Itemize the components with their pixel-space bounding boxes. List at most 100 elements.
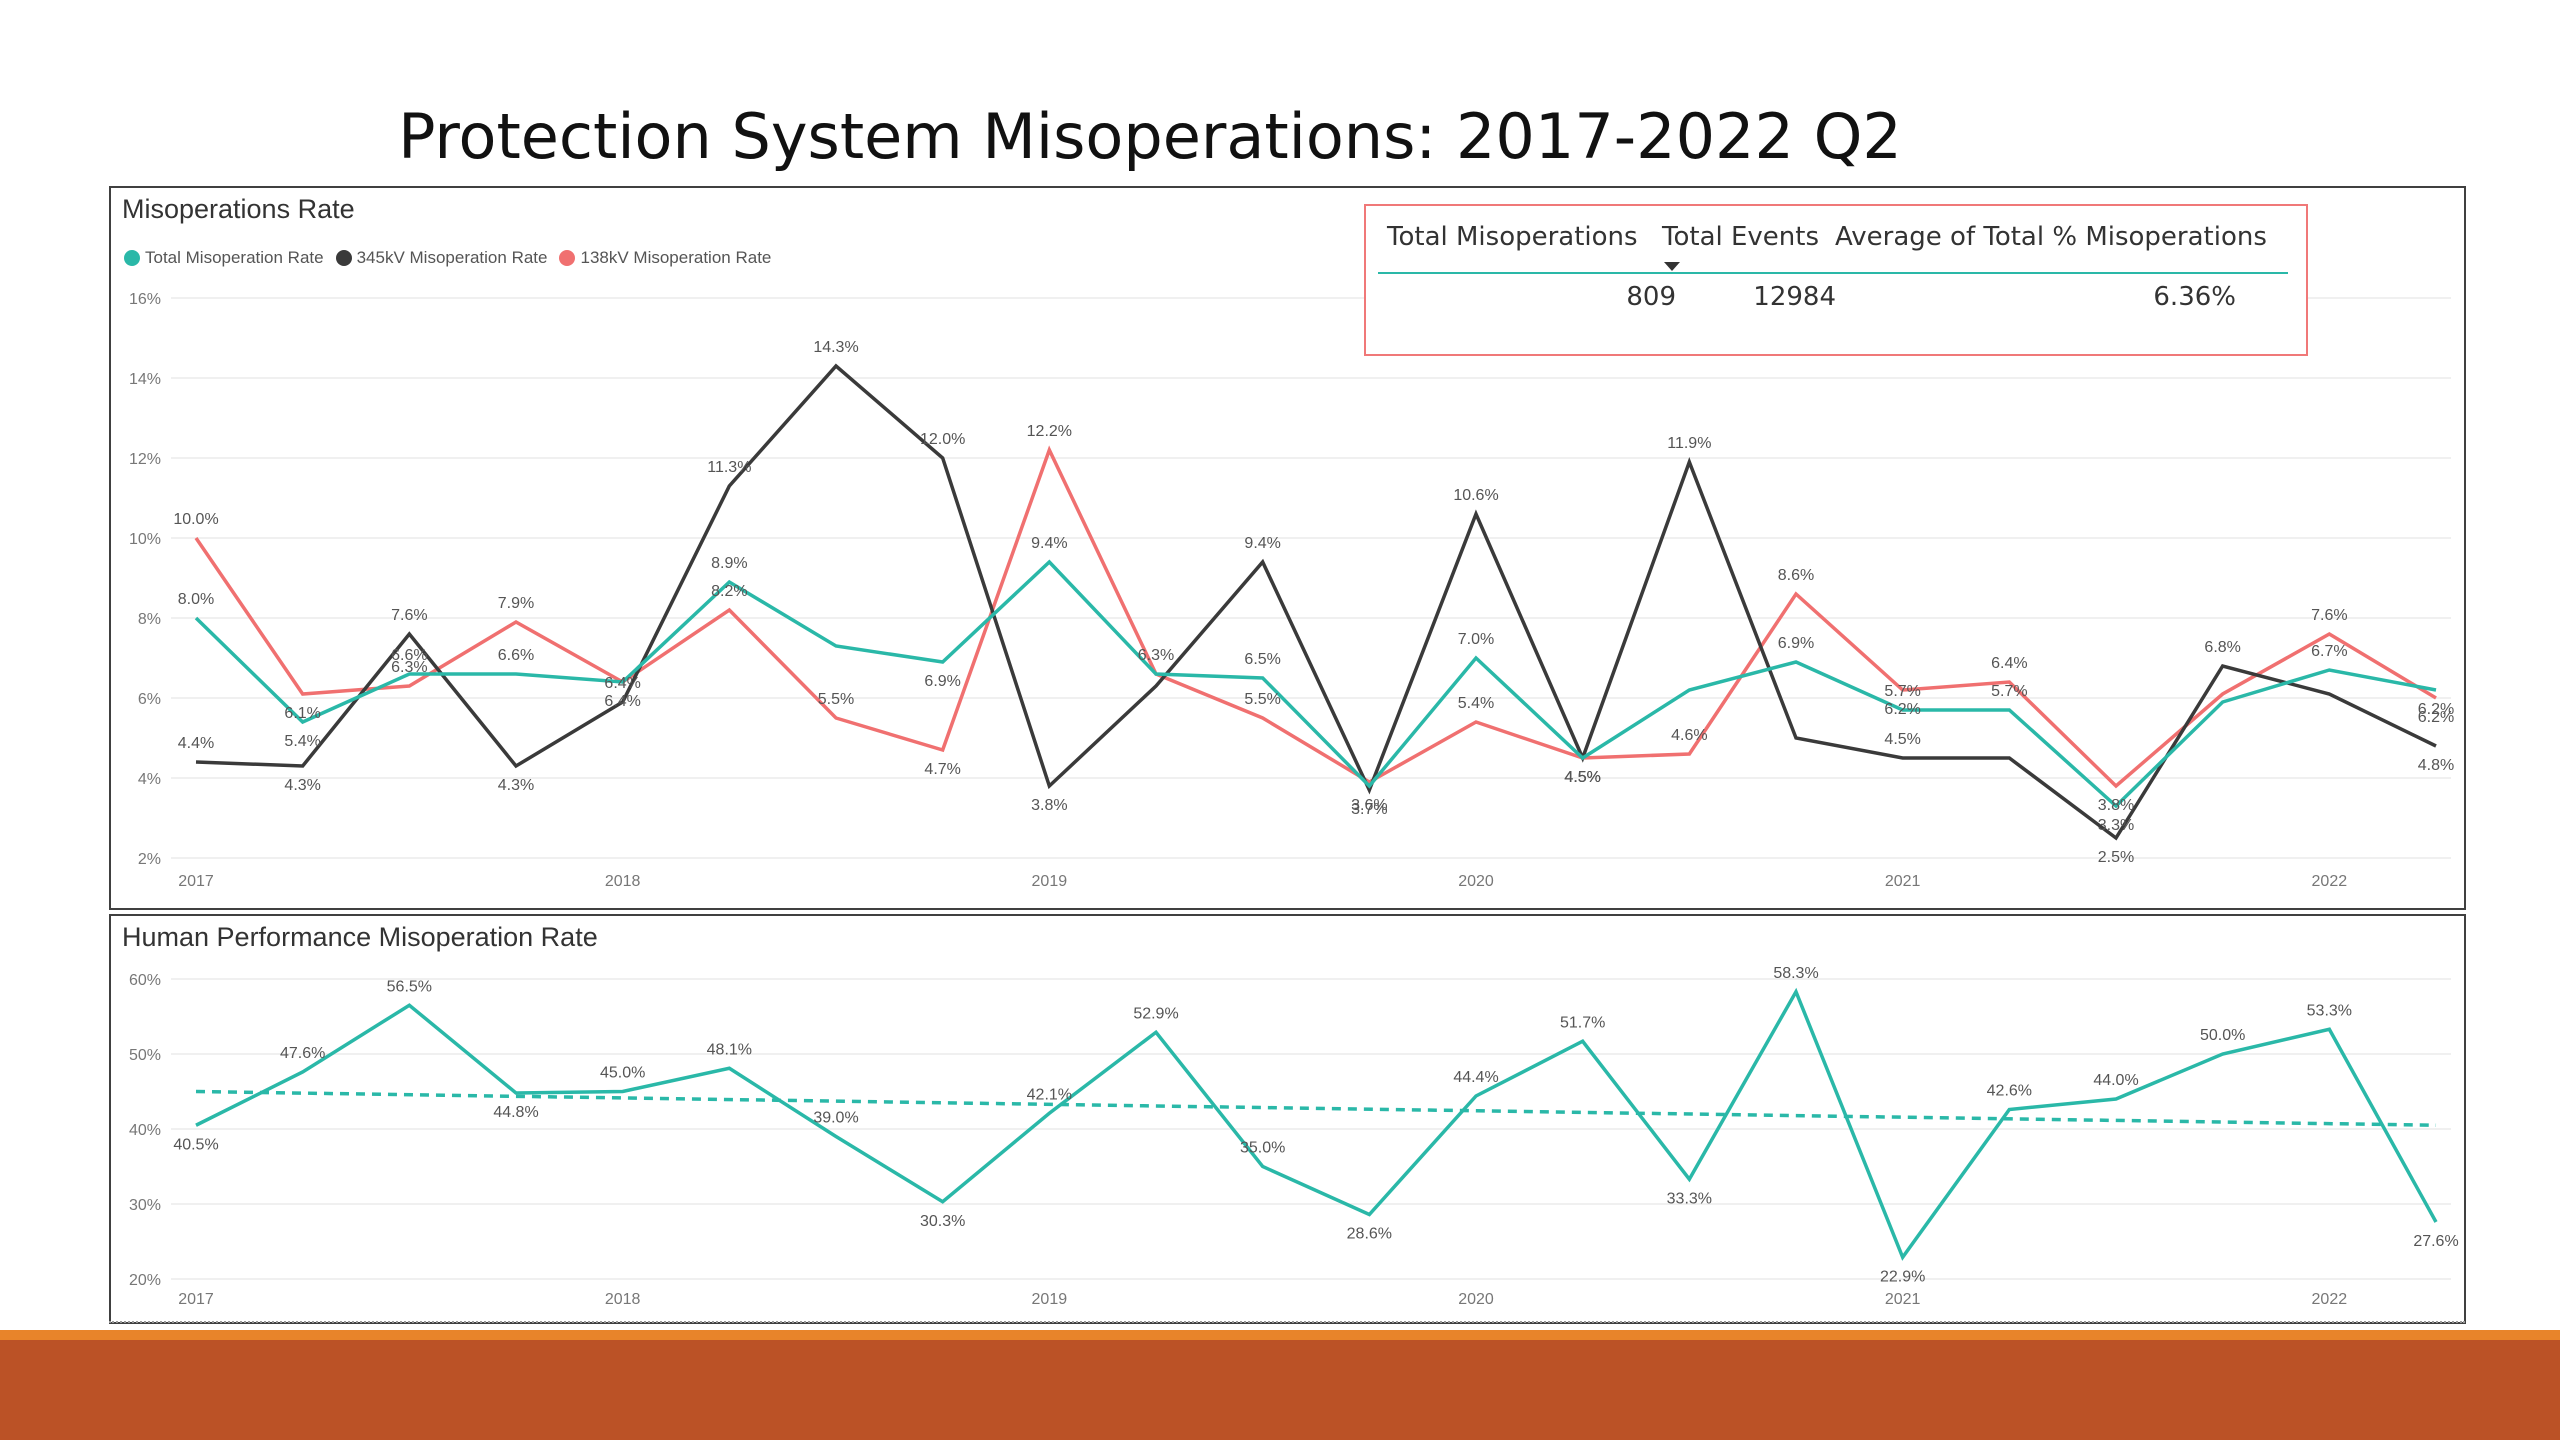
legend-label: Total Misoperation Rate: [145, 248, 324, 267]
legend-item-138kv[interactable]: 138kV Misoperation Rate: [559, 248, 771, 268]
data-label: 6.2%: [2418, 709, 2454, 726]
y-tick-label: 40%: [129, 1122, 161, 1139]
data-label: 5.7%: [1884, 683, 1920, 700]
data-label: 7.0%: [1458, 631, 1494, 648]
footer-band: [0, 1340, 2560, 1440]
data-label: 4.5%: [1564, 769, 1600, 786]
y-tick-label: 10%: [129, 531, 161, 548]
data-label: 10.0%: [173, 511, 218, 528]
x-tick-label: 2020: [1458, 1291, 1494, 1308]
legend-label: 138kV Misoperation Rate: [580, 248, 772, 267]
data-label: 8.0%: [178, 591, 214, 608]
data-label: 50.0%: [2200, 1027, 2245, 1044]
y-tick-label: 60%: [129, 972, 161, 989]
data-label: 7.6%: [2311, 607, 2347, 624]
data-label: 44.8%: [493, 1104, 538, 1121]
data-label: 42.6%: [1987, 1083, 2032, 1100]
data-label: 12.0%: [920, 431, 965, 448]
data-label: 35.0%: [1240, 1140, 1285, 1157]
data-label: 5.7%: [1991, 683, 2027, 700]
data-label: 22.9%: [1880, 1268, 1925, 1285]
data-label: 30.3%: [920, 1213, 965, 1230]
y-tick-label: 16%: [129, 291, 161, 308]
trendline: [195, 1089, 2437, 1127]
data-label: 39.0%: [813, 1110, 858, 1127]
data-label: 6.9%: [924, 673, 960, 690]
kpi-header-total-misoperations[interactable]: Total Misoperations: [1387, 222, 1638, 252]
legend-dot-icon: [559, 250, 576, 266]
y-tick-label: 8%: [138, 611, 161, 628]
kpi-value-average: 6.36%: [2153, 282, 2236, 312]
data-label: 14.3%: [813, 339, 858, 356]
data-label: 6.9%: [1778, 635, 1814, 652]
x-tick-label: 2021: [1885, 873, 1921, 890]
footer-accent: [0, 1330, 2560, 1340]
data-label: 3.7%: [1351, 801, 1387, 818]
data-label: 6.5%: [1244, 651, 1280, 668]
data-label: 40.5%: [173, 1136, 218, 1153]
kpi-value-total-events: 12984: [1753, 282, 1836, 312]
data-label: 42.1%: [1027, 1086, 1072, 1103]
data-label: 3.3%: [2098, 817, 2134, 834]
data-label: 11.9%: [1667, 435, 1711, 452]
y-tick-label: 20%: [129, 1272, 161, 1289]
human-performance-panel: Human Performance Misoperation Rate 20% 3…: [109, 914, 2466, 1324]
data-label: 6.3%: [1138, 647, 1174, 664]
data-label: 6.4%: [604, 675, 640, 692]
kpi-value-total-misoperations: 809: [1626, 282, 1676, 312]
human-performance-chart: 20% 30% 40% 50% 60% 2017 2018 2019 2020 2021 2022 4…: [129, 965, 2459, 1308]
data-label: 48.1%: [707, 1041, 752, 1058]
x-tick-label: 2019: [1032, 1291, 1068, 1308]
data-label: 6.7%: [2311, 643, 2347, 660]
x-tick-label: 2018: [605, 1291, 641, 1308]
data-label: 3.8%: [2098, 797, 2134, 814]
data-label: 4.7%: [924, 761, 960, 778]
data-label: 28.6%: [1347, 1226, 1392, 1243]
chart-title: Misoperations Rate: [122, 194, 355, 224]
data-label: 7.6%: [391, 607, 427, 624]
divider: [109, 1321, 2465, 1323]
y-tick-label: 2%: [138, 851, 161, 868]
series-line: [194, 445, 2437, 789]
kpi-header-average[interactable]: Average of Total % Misoperations: [1835, 222, 2267, 252]
data-label: 2.5%: [2098, 849, 2134, 866]
data-label: 11.3%: [707, 459, 751, 476]
x-tick-label: 2022: [2312, 1291, 2348, 1308]
data-label: 4.5%: [1564, 769, 1600, 786]
data-label: 4.3%: [284, 777, 320, 794]
legend-label: 345kV Misoperation Rate: [356, 248, 548, 267]
data-label: 45.0%: [600, 1065, 645, 1082]
data-label: 8.2%: [711, 583, 747, 600]
legend-item-345kv[interactable]: 345kV Misoperation Rate: [335, 248, 548, 268]
data-label: 6.8%: [2204, 639, 2240, 656]
page-title: Protection System Misoperations: 2017-20…: [398, 100, 1902, 173]
misoperations-rate-chart: 2% 4% 6% 8% 10% 12% 14% 16% 2017 2018 2019 2020 2021…: [129, 291, 2454, 890]
chart-title: Human Performance Misoperation Rate: [122, 922, 598, 952]
data-label: 6.6%: [391, 647, 427, 664]
data-label: 6.2%: [2418, 701, 2454, 718]
data-label: 47.6%: [280, 1045, 325, 1062]
sort-desc-icon[interactable]: [1664, 262, 1680, 271]
data-label: 4.4%: [178, 735, 214, 752]
x-tick-label: 2021: [1885, 1291, 1921, 1308]
data-label: 33.3%: [1667, 1190, 1712, 1207]
data-label: 58.3%: [1773, 965, 1818, 982]
data-label: 4.8%: [2418, 757, 2454, 774]
data-label: 6.3%: [391, 659, 427, 676]
y-tick-label: 30%: [129, 1197, 161, 1214]
data-label: 6.4%: [604, 693, 640, 710]
legend-item-total[interactable]: Total Misoperation Rate: [124, 248, 324, 268]
data-label: 51.7%: [1560, 1014, 1605, 1031]
data-label: 44.4%: [1453, 1069, 1498, 1086]
kpi-header-total-events[interactable]: Total Events: [1662, 222, 1820, 252]
x-tick-label: 2018: [605, 873, 641, 890]
data-label: 7.9%: [498, 595, 534, 612]
data-label: 52.9%: [1133, 1005, 1178, 1022]
data-label: 6.6%: [498, 647, 534, 664]
data-label: 53.3%: [2307, 1002, 2352, 1019]
data-label: 8.6%: [1778, 567, 1814, 584]
x-tick-label: 2019: [1032, 873, 1068, 890]
y-tick-label: 50%: [129, 1047, 161, 1064]
data-label: 5.5%: [1244, 691, 1280, 708]
x-tick-label: 2022: [2312, 873, 2348, 890]
